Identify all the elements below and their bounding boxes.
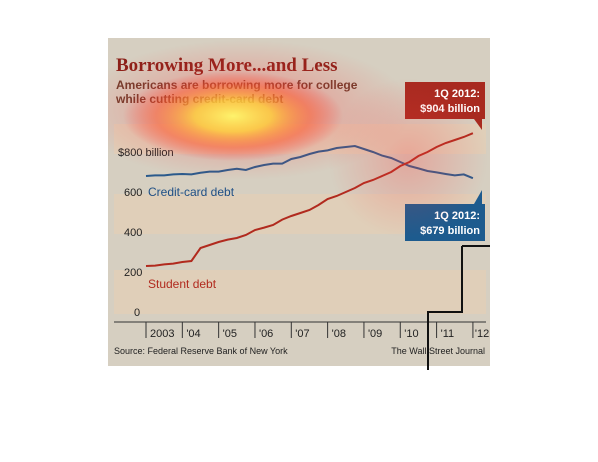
callout-student-line-2: $904 billion [420,103,480,115]
chart-subtitle-line-1: Americans are borrowing more for college [116,78,358,92]
x-tick-label-2006: '06 [259,328,273,340]
x-tick-label-2009: '09 [368,328,382,340]
chart-figure: Borrowing More...and Less Americans are … [108,38,490,366]
x-axis-ticks: 2003 '04 '05 '06 '07 '08 '09 '10 '11 '12 [145,322,489,340]
x-tick-label-2010: '10 [404,328,418,340]
x-tick-label-2008: '08 [332,328,346,340]
x-tick-label-2007: '07 [295,328,309,340]
chart-title: Borrowing More...and Less [116,55,338,76]
x-tick-label-2005: '05 [223,328,237,340]
callout-credit-line-1: 1Q 2012: [434,210,480,222]
callout-student-line-1: 1Q 2012: [434,88,480,100]
source-note: Source: Federal Reserve Bank of New York [114,346,288,356]
chart-canvas: Borrowing More...and Less Americans are … [114,55,489,356]
y-tick-0: 0 [134,307,140,319]
series-label-student-debt: Student debt [148,277,217,291]
y-tick-800: $800 billion [118,147,174,159]
publisher-credit: The Wall Street Journal [391,346,485,356]
band-0-200 [114,270,486,314]
x-tick-label-2004: '04 [186,328,200,340]
y-tick-400: 400 [124,227,142,239]
y-tick-200: 200 [124,267,142,279]
x-tick-label-2011: '11 [441,328,455,340]
callout-credit-line-2: $679 billion [420,225,480,237]
chart-subtitle-line-2: while cutting credit-card debt [115,92,283,106]
callout-student-debt: 1Q 2012: $904 billion [405,82,485,130]
series-label-credit-card-debt: Credit-card debt [148,185,235,199]
y-tick-600: 600 [124,187,142,199]
x-tick-label-2012: '12 [475,328,489,340]
x-tick-label-2003: 2003 [150,328,174,340]
